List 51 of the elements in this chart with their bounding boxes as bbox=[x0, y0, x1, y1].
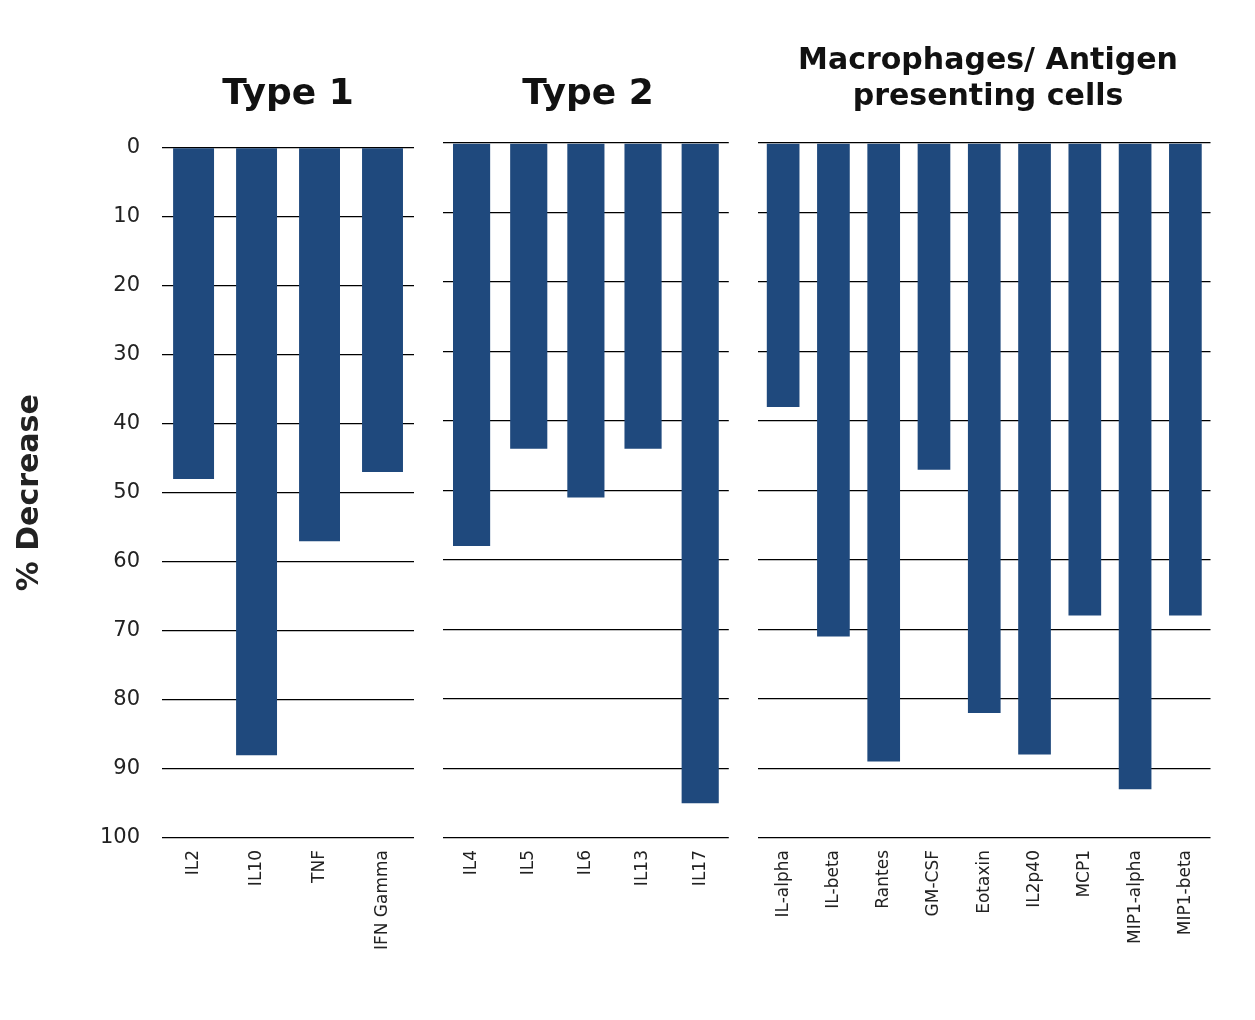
bar bbox=[1118, 143, 1152, 790]
bar bbox=[967, 143, 1001, 713]
x-tick-label: MIP1-alpha bbox=[1123, 850, 1144, 945]
y-tick-label: 90 bbox=[113, 755, 141, 780]
bar bbox=[766, 143, 800, 408]
x-tick-label: IL10 bbox=[244, 850, 265, 887]
x-tick-label: TNF bbox=[307, 850, 328, 884]
y-tick-label: 20 bbox=[113, 272, 141, 297]
chart-title: Type 2 bbox=[522, 69, 654, 113]
bar bbox=[299, 148, 340, 542]
x-tick-label: Rantes bbox=[872, 849, 893, 909]
bar bbox=[453, 143, 491, 547]
x-tick-label: IL-alpha bbox=[771, 850, 792, 918]
bar bbox=[362, 148, 403, 473]
y-tick-label: 0 bbox=[126, 134, 141, 159]
bar bbox=[1169, 143, 1202, 616]
y-tick-label: 10 bbox=[113, 203, 141, 228]
y-tick-label: 80 bbox=[113, 686, 141, 711]
x-tick-label: Eotaxin bbox=[972, 850, 993, 914]
bar bbox=[567, 143, 605, 498]
x-tick-label: MIP1-beta bbox=[1173, 850, 1194, 936]
bar bbox=[1018, 143, 1051, 755]
bar bbox=[867, 143, 901, 762]
bar bbox=[236, 148, 278, 756]
chart-title: Type 1 bbox=[222, 69, 354, 113]
x-tick-label: IFN Gamma bbox=[370, 850, 391, 951]
y-tick-label: 60 bbox=[113, 548, 141, 573]
bar bbox=[1068, 143, 1102, 616]
x-tick-label: GM-CSF bbox=[922, 850, 943, 917]
bar bbox=[510, 143, 548, 449]
x-tick-label: IL13 bbox=[631, 850, 652, 887]
x-tick-label: IL2 bbox=[181, 850, 202, 876]
y-tick-label: 40 bbox=[113, 410, 141, 435]
y-tick-label: 30 bbox=[113, 341, 141, 366]
chart-title: Macrophages/ Antigen presenting cells bbox=[797, 41, 1179, 113]
x-tick-label: IL5 bbox=[517, 850, 538, 876]
y-tick-label: 100 bbox=[99, 824, 141, 849]
x-tick-label: IL-beta bbox=[821, 850, 842, 909]
x-tick-label: IL17 bbox=[688, 850, 709, 887]
bar bbox=[624, 143, 662, 449]
bar bbox=[681, 143, 719, 804]
x-tick-label: IL2p40 bbox=[1022, 850, 1043, 908]
bar bbox=[173, 148, 215, 479]
y-tick-label: 70 bbox=[113, 617, 141, 642]
y-axis-title: % Decrease bbox=[9, 394, 45, 592]
bar bbox=[917, 143, 951, 470]
x-tick-label: IL4 bbox=[460, 850, 480, 876]
x-tick-label: MCP1 bbox=[1073, 850, 1094, 898]
x-tick-label: IL6 bbox=[574, 850, 595, 876]
y-tick-label: 50 bbox=[113, 479, 141, 504]
bar bbox=[817, 143, 850, 637]
